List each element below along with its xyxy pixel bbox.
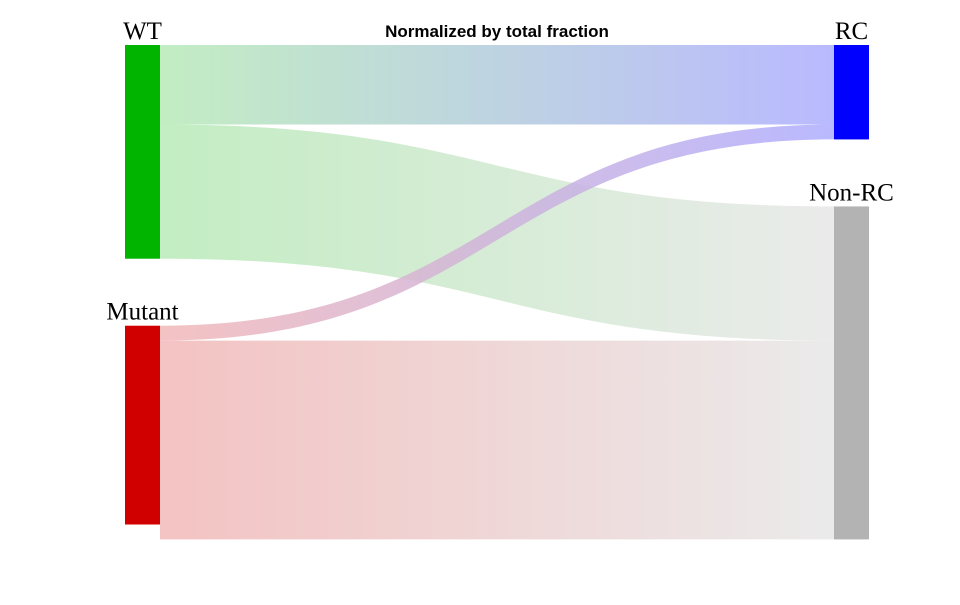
node-mutant bbox=[125, 325, 160, 525]
node-wt bbox=[125, 45, 160, 259]
nodes-layer bbox=[125, 45, 869, 540]
node-label-rc: RC bbox=[835, 18, 868, 45]
flow-mutant-to-non-rc bbox=[160, 340, 834, 540]
labels-layer: WT Mutant RC Non-RC bbox=[106, 18, 893, 326]
node-label-non-rc: Non-RC bbox=[809, 179, 894, 206]
flows-layer bbox=[160, 45, 834, 540]
flow-mutant-to-rc bbox=[160, 124, 834, 341]
chart-title: Normalized by total fraction bbox=[385, 22, 609, 41]
node-label-mutant: Mutant bbox=[106, 299, 178, 326]
node-non-rc bbox=[834, 206, 869, 540]
flow-wt-to-rc bbox=[160, 45, 834, 125]
node-label-wt: WT bbox=[123, 18, 162, 45]
node-rc bbox=[834, 45, 869, 140]
